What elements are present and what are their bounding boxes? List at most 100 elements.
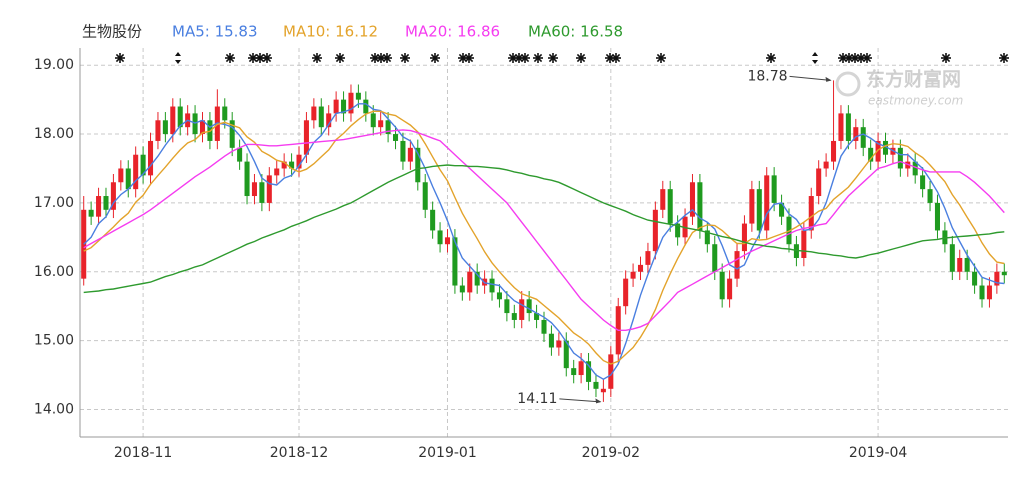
- legend-entry: MA5: 15.83: [172, 23, 258, 41]
- event-markers: [114, 52, 1010, 64]
- candle-body: [392, 134, 399, 141]
- candle-body: [697, 182, 703, 231]
- candle-body: [756, 189, 762, 231]
- candle-body: [489, 278, 495, 293]
- candle-body: [422, 182, 428, 210]
- candle-body: [556, 340, 562, 348]
- annotation-arrow: [789, 75, 831, 81]
- candle-body: [162, 120, 168, 135]
- candle-body: [296, 154, 302, 169]
- candle-body: [103, 196, 109, 210]
- candle-body: [148, 140, 154, 176]
- candle-body: [749, 189, 755, 224]
- event-marker: [334, 52, 346, 64]
- candle-body: [771, 175, 777, 203]
- candle-body: [853, 127, 859, 141]
- candle-body: [779, 202, 785, 217]
- candle-body: [600, 388, 606, 393]
- candle-body: [415, 147, 421, 183]
- candle-body: [363, 99, 369, 114]
- candle-body: [571, 368, 577, 376]
- x-tick-label: 2019-01: [418, 445, 477, 461]
- candle-body: [303, 120, 309, 155]
- event-marker: [532, 52, 544, 64]
- candle-body: [912, 161, 918, 176]
- candle-body: [88, 209, 94, 217]
- candle-body: [526, 299, 532, 314]
- ma-line: [83, 164, 1005, 294]
- x-tick-label: 2019-02: [582, 445, 641, 461]
- candle-body: [593, 381, 599, 389]
- event-marker: [940, 52, 952, 64]
- candle-body: [979, 285, 985, 300]
- candle-body: [133, 154, 139, 190]
- candle-body: [868, 147, 874, 162]
- event-marker: [765, 52, 777, 64]
- candle-body: [355, 92, 361, 100]
- annotation-arrow: [559, 398, 601, 403]
- y-tick-label: 17.00: [34, 195, 74, 211]
- candle-body: [348, 92, 354, 114]
- candle-body: [237, 147, 243, 162]
- ma-line: [83, 129, 1005, 331]
- candle-body: [370, 113, 376, 128]
- y-tick-label: 15.00: [34, 333, 74, 349]
- event-marker: [812, 52, 818, 64]
- watermark-name: 东方财富网: [866, 68, 961, 91]
- candle-body: [734, 251, 740, 279]
- candle-body: [957, 257, 963, 272]
- candle-body: [675, 223, 681, 238]
- candle-body: [118, 168, 124, 183]
- event-marker: [998, 52, 1010, 64]
- candle-body: [459, 285, 465, 293]
- candle-body: [519, 299, 525, 320]
- candle-body: [318, 106, 324, 128]
- candle-body: [964, 257, 970, 272]
- candle-body: [96, 196, 102, 217]
- candle-body: [496, 292, 502, 300]
- annotation-label: 18.78: [747, 68, 787, 84]
- y-tick-label: 19.00: [34, 57, 74, 73]
- legend-entry: MA60: 16.58: [528, 23, 623, 41]
- legend-entry: MA10: 16.12: [283, 23, 378, 41]
- candle-body: [823, 161, 829, 169]
- candle-body: [467, 271, 473, 293]
- candle-body: [266, 175, 272, 203]
- candle-body: [994, 271, 1000, 286]
- candle-body: [199, 120, 206, 135]
- candle-body: [712, 244, 718, 272]
- candle-body: [816, 168, 822, 197]
- event-marker: [224, 52, 236, 64]
- candle-body: [845, 113, 851, 141]
- candle-body: [801, 230, 807, 258]
- candle-body: [504, 299, 510, 314]
- candle-body: [400, 140, 406, 162]
- x-tick-label: 2018-12: [270, 445, 329, 461]
- chart-title: 生物股份: [82, 23, 142, 41]
- candle-body: [385, 120, 391, 135]
- event-marker: [519, 52, 531, 64]
- candle-body: [259, 182, 265, 203]
- event-marker: [575, 52, 587, 64]
- candle-body: [934, 202, 940, 231]
- candle-body: [274, 168, 280, 176]
- annotation-arrowhead: [825, 76, 832, 82]
- ma-line: [83, 110, 1005, 365]
- candle-body: [920, 175, 926, 190]
- event-marker: [311, 52, 323, 64]
- candle-body: [548, 333, 554, 348]
- candle-body: [808, 196, 814, 231]
- x-tick-label: 2019-04: [849, 445, 908, 461]
- candle-body: [831, 140, 837, 162]
- candle-body: [251, 182, 257, 197]
- candle-body: [949, 244, 955, 272]
- candle-body: [838, 113, 844, 141]
- event-marker: [399, 52, 411, 64]
- candle-body: [986, 285, 992, 300]
- candle-body: [125, 168, 131, 190]
- candle-body: [660, 189, 666, 210]
- candle-body: [667, 189, 673, 224]
- annotation-label: 14.11: [517, 391, 557, 407]
- watermark-site: eastmoney.com: [868, 94, 963, 108]
- candle-body: [229, 120, 235, 148]
